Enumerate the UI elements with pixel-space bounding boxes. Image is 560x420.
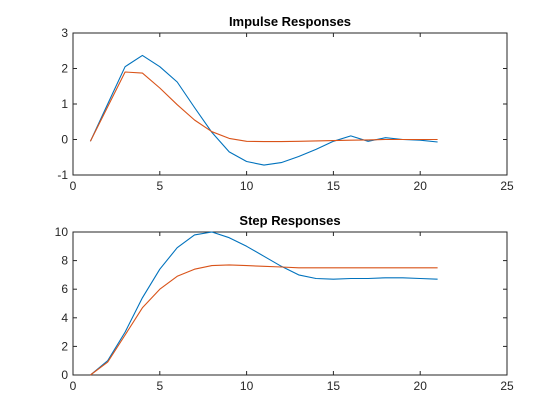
impulse-x-tick-label: 25 bbox=[500, 179, 514, 193]
step-responses-title: Step Responses bbox=[239, 213, 340, 228]
impulse-y-tick-label: 0 bbox=[61, 133, 68, 147]
impulse-series-line-0 bbox=[89, 54, 438, 166]
step-x-tick-label: 0 bbox=[70, 379, 77, 393]
step-y-tick-label: 4 bbox=[61, 311, 68, 325]
step-x-tick-label: 5 bbox=[156, 379, 163, 393]
impulse-x-tick-label: 20 bbox=[414, 179, 428, 193]
impulse-series-line-1 bbox=[89, 71, 438, 143]
step-x-tick-label: 10 bbox=[240, 379, 254, 393]
impulse-responses-axes bbox=[72, 32, 508, 176]
step-y-tick-label: 2 bbox=[61, 339, 68, 353]
step-responses-plot: Step Responses 0 5 10 15 20 25 0 2 4 6 8 10 bbox=[55, 213, 514, 393]
step-responses-axes bbox=[72, 231, 508, 376]
step-y-tick-label: 8 bbox=[61, 254, 68, 268]
impulse-x-tick-label: 5 bbox=[156, 179, 163, 193]
impulse-responses-title: Impulse Responses bbox=[229, 14, 351, 29]
step-y-tick-label: 10 bbox=[55, 225, 69, 239]
step-series-line-0 bbox=[90, 231, 438, 376]
step-x-tick-label: 15 bbox=[327, 379, 341, 393]
impulse-x-tick-label: 0 bbox=[70, 179, 77, 193]
impulse-y-tick-label: -1 bbox=[57, 168, 68, 182]
step-x-tick-label: 25 bbox=[500, 379, 514, 393]
step-y-tick-label: 6 bbox=[61, 282, 68, 296]
impulse-y-tick-label: 3 bbox=[61, 26, 68, 40]
step-y-tick-label: 0 bbox=[61, 368, 68, 382]
impulse-x-tick-label: 15 bbox=[327, 179, 341, 193]
step-x-tick-label: 20 bbox=[414, 379, 428, 393]
step-series-line-1 bbox=[90, 264, 438, 376]
impulse-x-tick-label: 10 bbox=[240, 179, 254, 193]
impulse-y-tick-label: 2 bbox=[61, 62, 68, 76]
impulse-y-tick-label: 1 bbox=[61, 97, 68, 111]
